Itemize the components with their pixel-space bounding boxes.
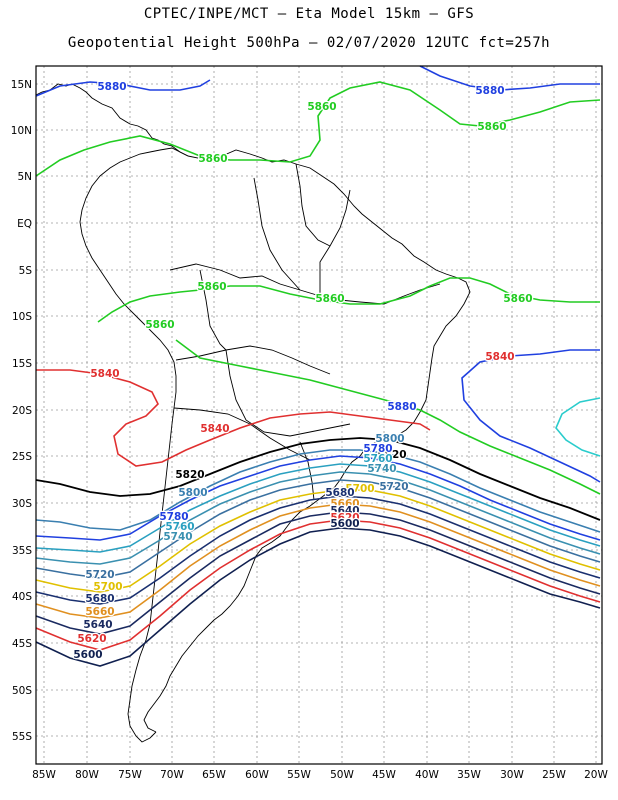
lat-tick-label: 10S [12,311,32,323]
contour-label: 5700 [93,581,122,593]
contour-label: 5760 [363,453,392,465]
contour-label: 5600 [330,518,359,530]
contour-label: 5780 [363,443,392,455]
contour-label: 5840 [485,351,514,363]
contour-label: 5740 [367,463,396,475]
lat-tick-label: 35S [12,545,32,557]
contour-label: 5880 [475,85,504,97]
lat-tick-label: EQ [17,218,32,230]
contour-label: 5860 [198,153,227,165]
contour-label: 5820 [175,469,204,481]
lat-tick-label: 20S [12,405,32,417]
contour-label: 5860 [145,319,174,331]
lat-tick-label: 30S [12,498,32,510]
lon-tick-label: 35W [457,769,481,781]
map-title: CPTEC/INPE/MCT – Eta Model 15km – GFS [143,6,475,22]
lon-tick-label: 60W [245,769,269,781]
contour-label: 5840 [90,368,119,380]
lat-tick-label: 15N [11,79,32,91]
contour-label: 5640 [83,619,112,631]
lon-tick-label: 45W [372,769,396,781]
lat-tick-label: 15S [12,358,32,370]
contour-label: 5860 [477,121,506,133]
lon-tick-label: 40W [415,769,439,781]
lat-lon-grid [36,66,602,764]
contour-label: 5840 [200,423,229,435]
lat-tick-label: 50S [12,685,32,697]
lat-tick-label: 5N [17,171,32,183]
contour-label: 5800 [375,433,404,445]
contour-label: 5740 [163,531,192,543]
contour-label: 5660 [330,498,359,510]
lat-tick-label: 10N [11,125,32,137]
contour-label: 5860 [307,101,336,113]
contour-label: 5680 [85,593,114,605]
contour-label: 5780 [159,511,188,523]
contour-label: 5600 [73,649,102,661]
contour-label: 5880 [387,401,416,413]
contour-label: 5820 [377,449,406,461]
contour-label: 5860 [503,293,532,305]
contour-label: 5640 [330,505,359,517]
contour-label: 5660 [85,606,114,618]
contour-label: 5700 [345,483,374,495]
lon-tick-label: 30W [500,769,524,781]
contour-label: 5720 [85,569,114,581]
lon-tick-label: 65W [202,769,226,781]
contour-label: 5680 [325,487,354,499]
map-frame [35,65,603,765]
lon-tick-label: 70W [160,769,184,781]
lon-tick-label: 75W [118,769,142,781]
longitude-labels: 85W 80W 75W 70W 65W 60W 55W 50W 45W 40W 35W 30W 25W 2… [32,769,608,781]
contour-label: 5860 [197,281,226,293]
lat-tick-label: 55S [12,731,32,743]
lat-tick-label: 25S [12,451,32,463]
contour-labels: 5880 5880 5860 5860 5860 5860 5860 5860 5860 5880… [72,80,534,663]
contour-label: 5760 [165,521,194,533]
contours [35,65,601,667]
lat-tick-label: 5S [19,265,33,277]
contour-label: 5620 [77,633,106,645]
lon-tick-label: 50W [330,769,354,781]
lon-tick-label: 55W [287,769,311,781]
contour-label: 5620 [330,512,359,524]
contour-label: 5880 [97,81,126,93]
map-subtitle: Geopotential Height 500hPa – 02/07/2020 … [67,35,551,51]
latitude-labels: 15N 10N 5N EQ 5S 10S 15S 20S 25S 30S 35S 40S 45S 50S 5… [11,79,33,743]
lon-tick-label: 25W [542,769,566,781]
lat-tick-label: 45S [12,638,32,650]
contour-label: 5860 [315,293,344,305]
lat-tick-label: 40S [12,591,32,603]
lon-tick-label: 20W [584,769,608,781]
lon-tick-label: 85W [32,769,56,781]
contour-label: 5720 [379,481,408,493]
lon-tick-label: 80W [75,769,99,781]
contour-label: 5800 [178,487,207,499]
